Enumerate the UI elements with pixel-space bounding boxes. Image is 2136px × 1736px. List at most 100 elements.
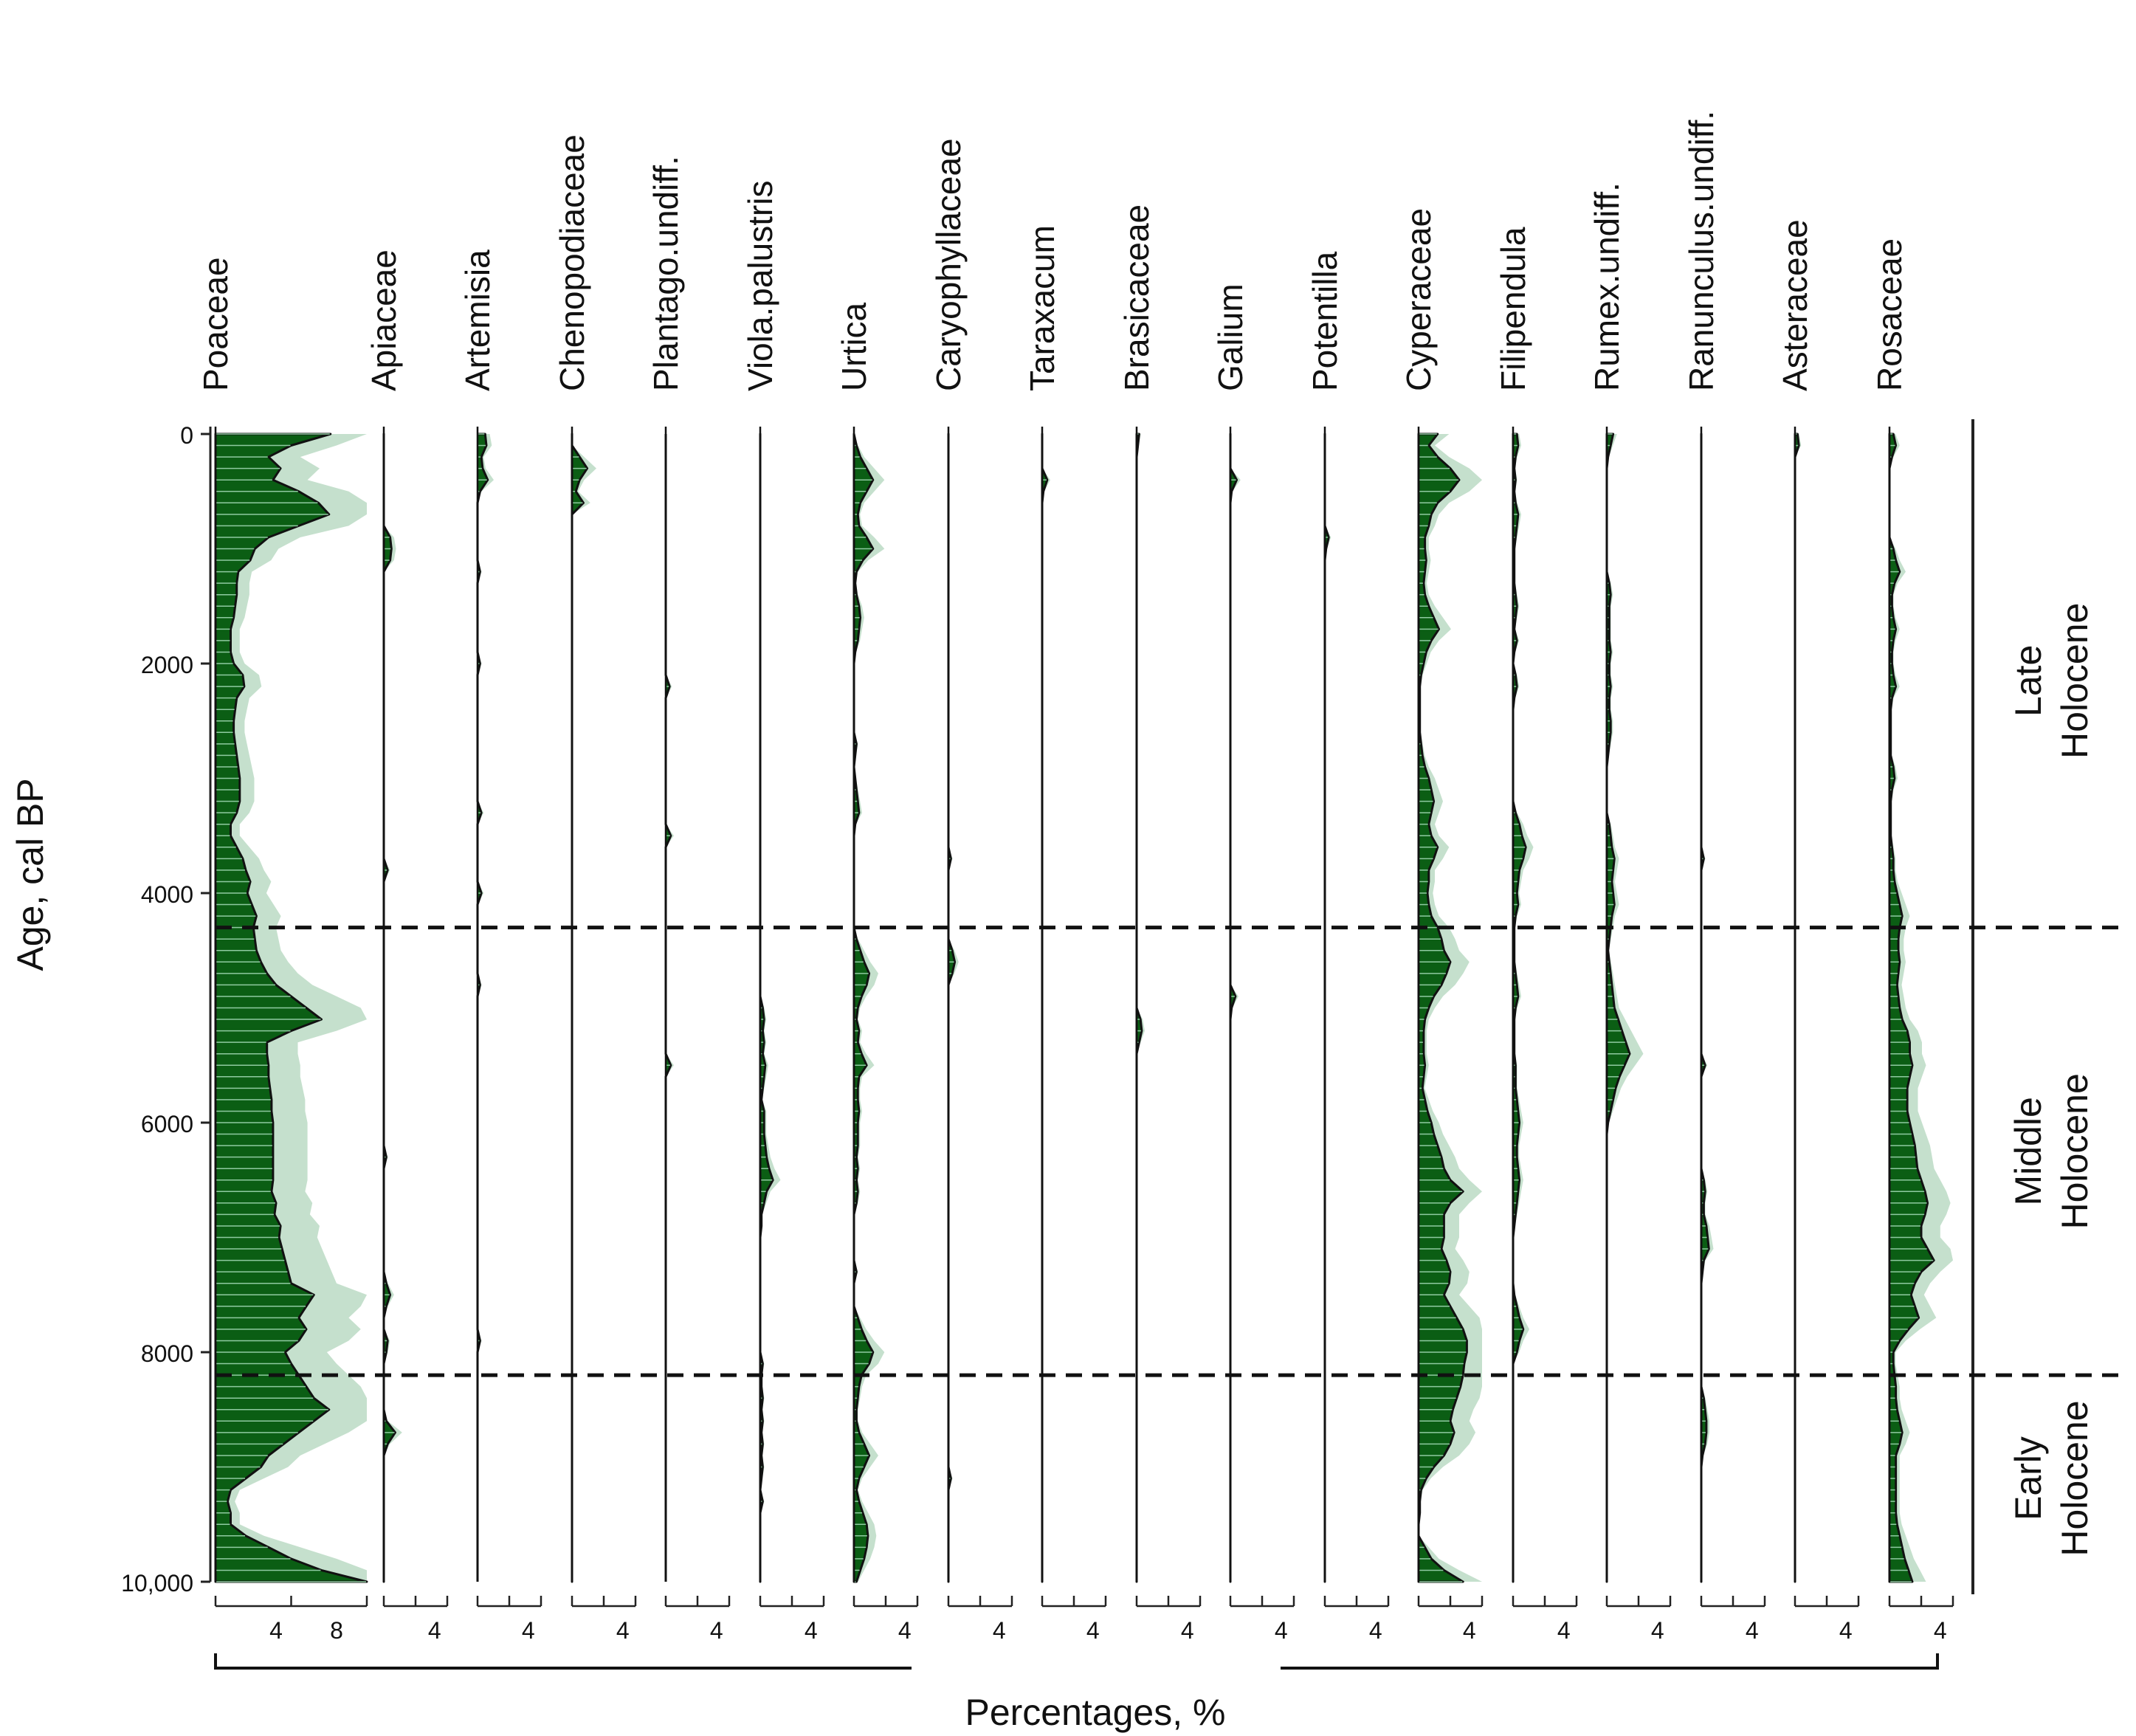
scale-tick-label: 4 bbox=[428, 1617, 441, 1644]
scale-tick-label: 4 bbox=[1557, 1617, 1571, 1644]
taxon-label: Caryophyllaceae bbox=[929, 138, 968, 391]
apiaceae-curve bbox=[382, 433, 396, 1583]
panel-cyperaceae: Cyperaceae 4 bbox=[1399, 208, 1484, 1644]
poaceae-sample-lines bbox=[216, 433, 366, 1582]
urtica-scale: 4 bbox=[852, 1596, 919, 1644]
panel-urtica: Urtica 4 bbox=[835, 302, 919, 1644]
panel-galium: Galium 4 bbox=[1211, 283, 1295, 1644]
viola-palustris-curve bbox=[759, 433, 774, 1583]
apiaceae-sample-lines bbox=[385, 537, 395, 1445]
scale-tick-label: 4 bbox=[269, 1617, 283, 1644]
brasicaceae-scale: 4 bbox=[1135, 1596, 1202, 1644]
scale-tick-label: 4 bbox=[898, 1617, 912, 1644]
y-tick-label: 4000 bbox=[141, 881, 193, 908]
rumex-undiff-scale: 4 bbox=[1605, 1596, 1672, 1644]
plantago-undiff-exaggeration-curve bbox=[666, 434, 674, 1582]
ranunculus-undiff-sample-lines bbox=[1701, 858, 1709, 1456]
chenopodiaceae-scale: 4 bbox=[571, 1596, 637, 1644]
plantago-undiff-sample-lines bbox=[666, 686, 670, 1066]
galium-scale: 4 bbox=[1229, 1596, 1295, 1644]
galium-curve bbox=[1229, 433, 1238, 1583]
panel-potentilla: Potentilla 4 bbox=[1306, 251, 1390, 1644]
brasicaceae-exaggeration-curve bbox=[1137, 434, 1145, 1582]
cyperaceae-sample-lines bbox=[1419, 433, 1467, 1582]
taxon-label: Artemisia bbox=[458, 249, 497, 391]
caryophyllaceae-scale: 4 bbox=[947, 1596, 1013, 1644]
taraxacum-exaggeration-curve bbox=[1042, 434, 1050, 1582]
panel-ranunculus-undiff: Ranunculus.undiff. 4 bbox=[1682, 111, 1766, 1644]
zone-label-line1: Middle bbox=[2008, 1097, 2049, 1205]
taxon-label: Brasicaceae bbox=[1117, 204, 1156, 391]
artemisia-scale: 4 bbox=[476, 1596, 542, 1644]
chenopodiaceae-curve bbox=[571, 433, 589, 1583]
filipendula-sample-lines bbox=[1513, 433, 1526, 1353]
bracket-left bbox=[214, 1653, 912, 1670]
y-axis-label: Age, cal BP bbox=[10, 778, 51, 971]
y-tick-label: 0 bbox=[180, 422, 193, 449]
zone-label-line2: Holocene bbox=[2054, 603, 2095, 759]
plantago-undiff-scale: 4 bbox=[664, 1596, 731, 1644]
scale-tick-label: 4 bbox=[1181, 1617, 1194, 1644]
taxon-label: Viola.palustris bbox=[741, 180, 779, 391]
rumex-undiff-sample-lines bbox=[1607, 433, 1629, 1123]
asteraceae-scale: 4 bbox=[1794, 1596, 1860, 1644]
panel-taraxacum: Taraxacum 4 bbox=[1023, 225, 1107, 1644]
x-axis-label: Percentages, % bbox=[965, 1692, 1226, 1733]
caryophyllaceae-curve bbox=[947, 433, 957, 1583]
panel-asteraceae: Asteraceae 4 bbox=[1776, 219, 1860, 1644]
panel-rumex-undiff: Rumex.undiff. 4 bbox=[1588, 182, 1672, 1644]
taxon-label: Urtica bbox=[835, 302, 873, 391]
zone-label-line1: Late bbox=[2008, 645, 2049, 717]
scale-tick-label: 4 bbox=[805, 1617, 818, 1644]
artemisia-curve bbox=[476, 433, 489, 1582]
ranunculus-undiff-scale: 4 bbox=[1700, 1596, 1766, 1644]
scale-tick-label: 4 bbox=[1651, 1617, 1664, 1644]
taxon-label: Chenopodiaceae bbox=[553, 134, 591, 391]
x-axis-bracket bbox=[214, 1653, 1939, 1670]
urtica-sample-lines bbox=[854, 444, 872, 1582]
bracket-right bbox=[1281, 1653, 1939, 1670]
zone-label-line2: Holocene bbox=[2054, 1073, 2095, 1229]
taxon-label: Potentilla bbox=[1306, 251, 1344, 391]
scale-tick-label: 4 bbox=[710, 1617, 723, 1644]
panel-rosaceae: Rosaceae 4 bbox=[1870, 238, 1954, 1644]
potentilla-scale: 4 bbox=[1323, 1596, 1390, 1644]
scale-tick-label: 4 bbox=[1086, 1617, 1100, 1644]
zone-label-line1: Early bbox=[2008, 1436, 2049, 1520]
taxon-label: Filipendula bbox=[1494, 227, 1532, 391]
panel-chenopodiaceae: Chenopodiaceae 4 bbox=[553, 134, 637, 1644]
rosaceae-scale: 4 bbox=[1888, 1596, 1954, 1644]
scale-tick-label: 8 bbox=[330, 1617, 343, 1644]
scale-tick-label: 4 bbox=[1369, 1617, 1382, 1644]
y-tick-label: 10,000 bbox=[121, 1570, 193, 1596]
y-tick-label: 8000 bbox=[141, 1340, 193, 1367]
taxon-label: Ranunculus.undiff. bbox=[1682, 111, 1720, 391]
filipendula-scale: 4 bbox=[1512, 1596, 1578, 1644]
zone-label-line2: Holocene bbox=[2054, 1400, 2095, 1556]
chenopodiaceae-exaggeration-curve bbox=[572, 434, 596, 1582]
panel-viola-palustris: Viola.palustris 4 bbox=[741, 180, 825, 1644]
scale-tick-label: 4 bbox=[1839, 1617, 1853, 1644]
zone-label: Early Holocene bbox=[2008, 1400, 2095, 1556]
scale-tick-label: 4 bbox=[1275, 1617, 1288, 1644]
panel-artemisia: Artemisia 4 bbox=[458, 249, 542, 1644]
age-axis: 0 2000 4000 6000 8000 10,000 bbox=[121, 422, 212, 1596]
scale-tick-label: 4 bbox=[993, 1617, 1006, 1644]
viola-palustris-scale: 4 bbox=[759, 1596, 825, 1644]
scale-tick-label: 4 bbox=[522, 1617, 535, 1644]
taxon-label: Asteraceae bbox=[1776, 219, 1814, 391]
taxon-label: Rosaceae bbox=[1870, 238, 1909, 391]
taxon-label: Apiaceae bbox=[365, 249, 403, 391]
taxon-label: Cyperaceae bbox=[1399, 208, 1438, 391]
taxon-label: Rumex.undiff. bbox=[1588, 182, 1626, 391]
caryophyllaceae-exaggeration-curve bbox=[948, 434, 959, 1582]
taxon-label: Taraxacum bbox=[1023, 225, 1061, 391]
cyperaceae-scale: 4 bbox=[1417, 1596, 1484, 1644]
y-tick-label: 2000 bbox=[141, 652, 193, 678]
taxon-label: Galium bbox=[1211, 283, 1250, 391]
panel-apiaceae: Apiaceae 4 bbox=[365, 249, 449, 1644]
scale-tick-label: 4 bbox=[1463, 1617, 1476, 1644]
